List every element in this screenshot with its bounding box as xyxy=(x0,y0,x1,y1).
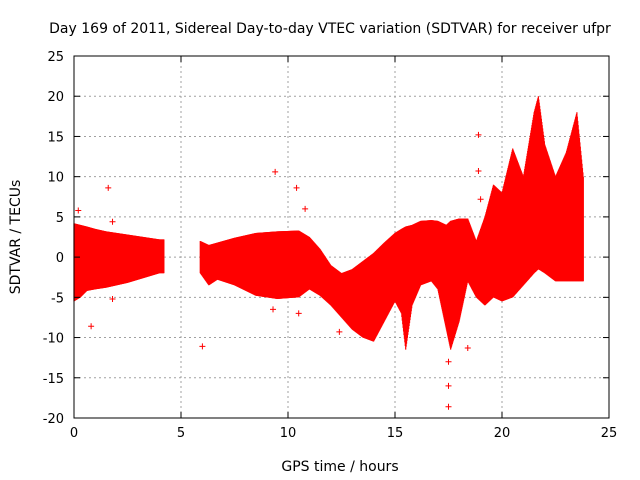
x-tick-label: 20 xyxy=(494,426,511,441)
x-tick-label: 10 xyxy=(280,426,297,441)
outlier-point xyxy=(105,184,112,191)
y-tick-label: 0 xyxy=(56,251,64,266)
outlier-point xyxy=(477,196,484,203)
y-tick-label: 15 xyxy=(47,130,64,145)
x-tick-label: 15 xyxy=(387,426,404,441)
chart-title: Day 169 of 2011, Sidereal Day-to-day VTE… xyxy=(49,21,611,37)
sdtvar-band xyxy=(73,96,584,350)
y-tick-label: 10 xyxy=(47,171,64,186)
outlier-point xyxy=(464,345,471,352)
y-axis-label: SDTVAR / TECUs xyxy=(8,180,24,295)
y-tick-label: -15 xyxy=(43,372,64,387)
outlier-point xyxy=(293,184,300,191)
outlier-point xyxy=(88,323,95,330)
outlier-point xyxy=(109,218,116,225)
y-tick-label: -10 xyxy=(43,332,64,347)
outlier-point xyxy=(272,168,279,175)
x-tick-label: 25 xyxy=(601,426,618,441)
plot-frame xyxy=(73,55,610,419)
x-axis-label: GPS time / hours xyxy=(281,459,398,475)
x-tick-label: 0 xyxy=(70,426,78,441)
y-tick-label: 20 xyxy=(47,90,64,105)
outlier-point xyxy=(75,207,82,214)
outlier-point xyxy=(336,328,343,335)
outlier-point xyxy=(445,403,452,410)
y-tick-label: -5 xyxy=(51,291,64,306)
sdtvar-outliers xyxy=(75,131,484,410)
y-tick-label: 25 xyxy=(47,50,64,65)
outlier-point xyxy=(475,168,482,175)
outlier-point xyxy=(445,382,452,389)
outlier-point xyxy=(475,131,482,138)
axis-ticks: 0 5 10 15 20 25 -20 -15 -10 -5 0 5 10 15 20 25 xyxy=(43,50,618,441)
outlier-point xyxy=(270,306,277,313)
outlier-point xyxy=(445,358,452,365)
outlier-point xyxy=(302,205,309,212)
outlier-point xyxy=(199,343,206,350)
y-tick-label: 5 xyxy=(56,211,64,226)
outlier-point xyxy=(109,295,116,302)
x-tick-label: 5 xyxy=(177,426,185,441)
outlier-point xyxy=(295,310,302,317)
y-tick-label: -20 xyxy=(43,412,64,427)
